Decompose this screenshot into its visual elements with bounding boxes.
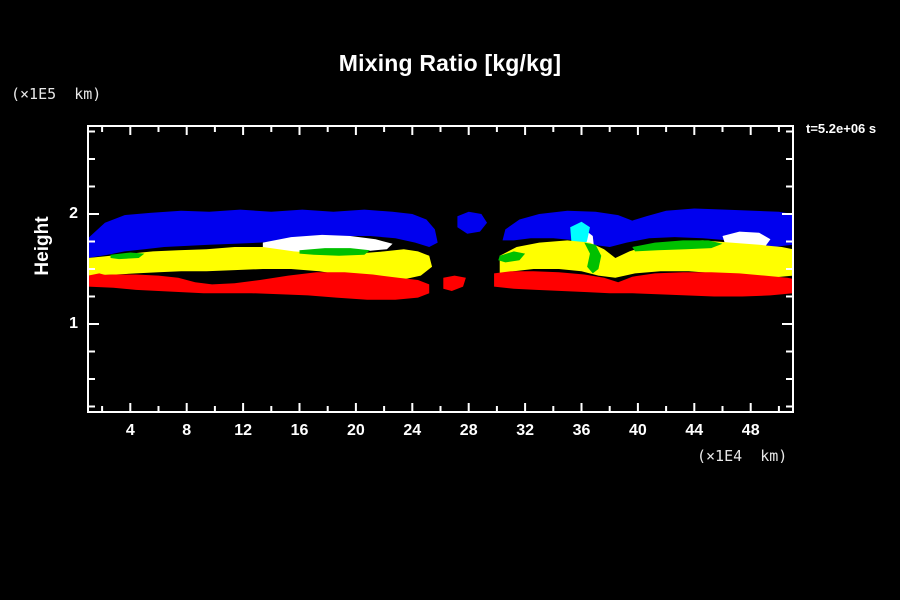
y-axis-unit-label: (×1E5 km) (11, 85, 102, 103)
contour-band-red-right (494, 271, 793, 297)
x-tick-label-4: 4 (125, 422, 135, 439)
contour-bands (88, 208, 793, 300)
contour-band-red-left-lobe (88, 273, 108, 285)
y-tick-label-2: 2 (69, 205, 78, 222)
contour-band-green-far-right (498, 251, 526, 263)
contour-band-white-left (262, 234, 393, 253)
timestamp-annotation: t=5.2e+06 s (806, 121, 877, 136)
contour-band-green-plume (584, 242, 602, 274)
x-tick-label-44: 44 (685, 422, 704, 439)
x-tick-label-32: 32 (516, 422, 534, 439)
x-tick-label-8: 8 (182, 422, 192, 439)
contour-band-green-right (632, 240, 723, 252)
x-axis-unit-label: (×1E4 km) (697, 447, 788, 465)
contour-band-green-mid (299, 248, 370, 256)
axis-frame (87, 125, 794, 413)
contour-band-blue (88, 209, 438, 258)
x-tick-label-12: 12 (234, 422, 252, 439)
contour-band-red-gap-left (443, 275, 466, 291)
x-tick-label-36: 36 (572, 422, 591, 439)
x-tick-label-48: 48 (741, 422, 760, 439)
x-tick-label-28: 28 (459, 422, 478, 439)
x-tick-label-24: 24 (403, 422, 422, 439)
page-title: Mixing Ratio [kg/kg] (338, 50, 562, 76)
contour-band-green-left (110, 252, 145, 260)
x-tick-label-40: 40 (628, 422, 647, 439)
contour-band-red (88, 272, 430, 300)
contour-band-yellow-right (499, 240, 793, 278)
x-tick-label-16: 16 (290, 422, 309, 439)
x-tick-label-20: 20 (346, 422, 365, 439)
y-tick-label-1: 1 (69, 315, 78, 332)
contour-band-blue-island-1 (457, 211, 488, 234)
